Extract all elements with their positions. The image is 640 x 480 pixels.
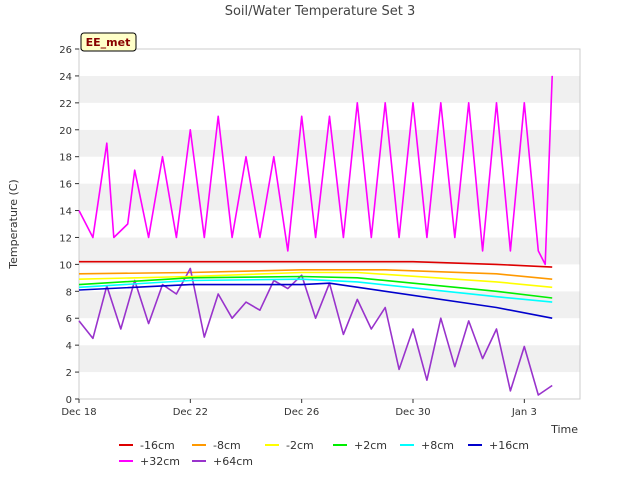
y-tick-label: 26: [59, 45, 72, 56]
y-tick-label: 14: [59, 207, 72, 218]
x-tick-label: Jan 3: [511, 407, 537, 418]
y-tick-label: 22: [59, 99, 72, 110]
legend: -16cm +32cm -8cm +64cm -2cm +2cm +8cm +16cm: [119, 439, 529, 468]
series-lines: [78, 75, 553, 396]
legend-label-plus8cm: +8cm: [421, 439, 454, 452]
grid-band: [79, 345, 580, 373]
series-line-plus64cm: [78, 267, 553, 396]
grid-band: [79, 75, 580, 103]
series-line-minus16cm: [79, 260, 553, 268]
y-tick-label: 0: [66, 395, 72, 406]
series-line-plus2cm: [78, 275, 553, 299]
y-tick-label: 18: [59, 153, 72, 164]
y-tick-label: 2: [66, 368, 72, 379]
y-axis-label: Temperature (C): [7, 179, 20, 269]
legend-label-plus32cm: +32cm: [140, 455, 180, 468]
grid-band: [79, 49, 580, 76]
grid-band: [79, 210, 580, 238]
chart-title: Soil/Water Temperature Set 3: [225, 4, 416, 19]
x-tick-label: Dec 30: [395, 407, 430, 418]
grid-band: [79, 129, 580, 157]
x-tick-label: Dec 18: [61, 407, 96, 418]
y-tick-label: 6: [66, 314, 72, 325]
legend-label-minus8cm: -8cm: [213, 439, 241, 452]
legend-label-minus16cm: -16cm: [140, 439, 175, 452]
y-tick-label: 20: [59, 126, 72, 137]
legend-label-plus2cm: +2cm: [354, 439, 387, 452]
series-line-plus8cm: [78, 278, 553, 303]
site-badge: EE_met: [80, 32, 137, 52]
series-line-plus32cm: [78, 75, 553, 266]
y-tick-label: 12: [59, 233, 72, 244]
x-tick-label: Dec 26: [284, 407, 319, 418]
legend-label-plus64cm: +64cm: [213, 455, 253, 468]
series-line-minus2cm: [78, 271, 553, 289]
x-tick-label: Dec 22: [173, 407, 208, 418]
plot-area-frame: [78, 48, 581, 400]
x-axis-label: Time: [550, 423, 578, 436]
series-line-minus8cm: [78, 268, 553, 280]
legend-label-plus16cm: +16cm: [489, 439, 529, 452]
grid-band: [79, 372, 580, 399]
grid-band: [79, 237, 580, 265]
series-line-plus16cm: [78, 282, 553, 319]
y-tick-label: 16: [59, 180, 72, 191]
y-tick-label: 8: [66, 287, 72, 298]
plot-background: [79, 49, 580, 399]
legend-label-minus2cm: -2cm: [286, 439, 314, 452]
y-tick-label: 10: [59, 260, 72, 271]
grid-band: [79, 291, 580, 319]
x-axis: Dec 18 Dec 22 Dec 26 Dec 30 Jan 3: [61, 399, 537, 418]
grid-band: [79, 183, 580, 211]
y-tick-label: 24: [59, 72, 72, 83]
y-tick-label: 4: [66, 341, 72, 352]
grid-band: [79, 318, 580, 346]
grid-band: [79, 156, 580, 184]
site-badge-label: EE_met: [86, 36, 131, 49]
